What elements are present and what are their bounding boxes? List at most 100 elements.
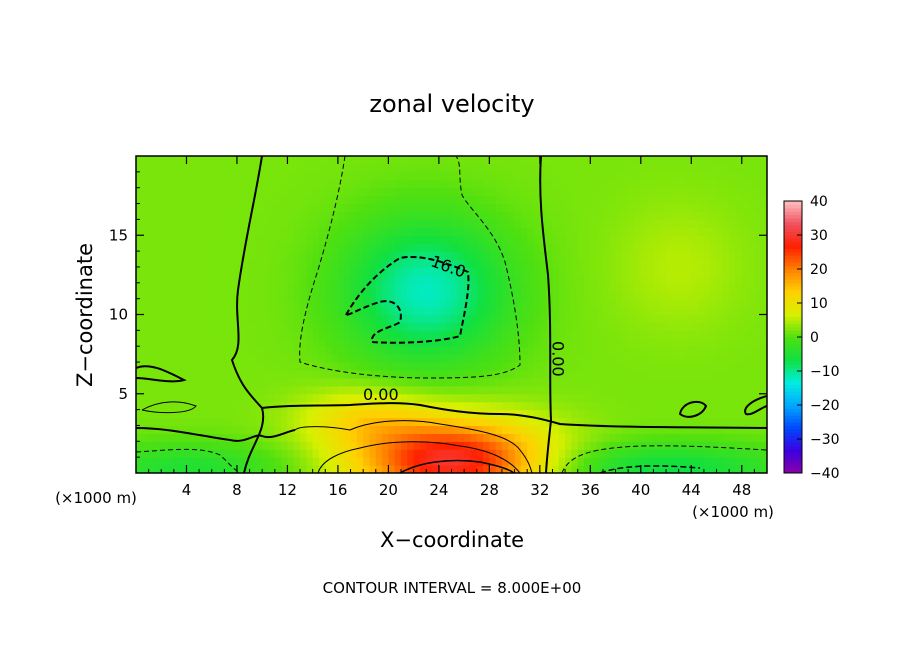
heatmap-cell: [741, 290, 749, 300]
heatmap-cell: [438, 195, 446, 205]
heatmap-cell: [356, 457, 364, 466]
heatmap-cell: [495, 163, 503, 173]
heatmap-cell: [218, 441, 225, 450]
heatmap-cell: [325, 409, 333, 419]
heatmap-cell: [337, 457, 345, 466]
heatmap-cell: [640, 219, 648, 228]
heatmap-cell: [262, 385, 270, 395]
heatmap-cell: [236, 290, 244, 300]
heatmap-cell: [508, 377, 516, 387]
heatmap-cell: [495, 425, 503, 434]
heatmap-cell: [596, 441, 604, 450]
heatmap-cell: [602, 203, 610, 213]
heatmap-cell: [546, 195, 554, 205]
heatmap-cell: [287, 417, 295, 427]
heatmap-cell: [192, 425, 200, 434]
heatmap-cell: [565, 457, 572, 466]
heatmap-cell: [590, 457, 598, 466]
heatmap-cell: [520, 369, 528, 379]
heatmap-cell: [274, 298, 282, 308]
heatmap-cell: [760, 251, 767, 260]
heatmap-cell: [401, 179, 408, 189]
heatmap-cell: [501, 235, 509, 244]
heatmap-cell: [539, 393, 547, 403]
heatmap-cell: [167, 306, 175, 316]
heatmap-cell: [382, 433, 389, 442]
heatmap-cell: [167, 290, 175, 300]
heatmap-cell: [464, 369, 472, 379]
heatmap-cell: [495, 393, 503, 403]
heatmap-cell: [628, 362, 636, 371]
heatmap-cell: [394, 330, 402, 339]
heatmap-cell: [464, 219, 472, 228]
heatmap-cell: [262, 156, 270, 165]
heatmap-cell: [584, 282, 591, 292]
heatmap-cell: [710, 187, 718, 197]
heatmap-cell: [142, 235, 150, 244]
heatmap-cell: [136, 195, 143, 205]
heatmap-cell: [363, 425, 371, 434]
heatmap-cell: [287, 338, 295, 347]
heatmap-cell: [533, 171, 541, 181]
heatmap-cell: [293, 219, 301, 228]
heatmap-cell: [419, 409, 427, 419]
y-tick-label: 15: [109, 226, 128, 244]
colorbar-segment: [784, 411, 802, 416]
heatmap-cell: [192, 314, 200, 324]
heatmap-cell: [161, 298, 169, 308]
heatmap-cell: [388, 322, 396, 331]
heatmap-cell: [293, 417, 301, 427]
heatmap-cell: [186, 441, 194, 450]
heatmap-cell: [192, 369, 200, 379]
heatmap-cell: [609, 156, 617, 165]
heatmap-cell: [287, 163, 295, 173]
heatmap-cell: [192, 266, 200, 276]
heatmap-cell: [281, 203, 289, 213]
heatmap-cell: [211, 441, 219, 450]
heatmap-cell: [476, 227, 484, 236]
heatmap-cell: [388, 243, 396, 252]
heatmap-cell: [413, 425, 421, 434]
heatmap-cell: [470, 203, 478, 213]
heatmap-cell: [464, 314, 472, 324]
heatmap-cell: [426, 282, 434, 292]
heatmap-cell: [710, 385, 718, 395]
heatmap-cell: [438, 401, 446, 411]
heatmap-cell: [401, 156, 408, 165]
heatmap-cell: [596, 187, 604, 197]
heatmap-cell: [300, 290, 307, 300]
heatmap-cell: [647, 393, 655, 403]
heatmap-cell: [697, 179, 705, 189]
heatmap-cell: [628, 156, 636, 165]
heatmap-cell: [268, 156, 276, 165]
heatmap-cell: [180, 163, 188, 173]
heatmap-cell: [659, 187, 667, 197]
heatmap-cell: [331, 298, 339, 308]
heatmap-cell: [653, 274, 661, 284]
heatmap-cell: [615, 282, 623, 292]
heatmap-cell: [741, 179, 749, 189]
heatmap-cell: [186, 290, 194, 300]
heatmap-cell: [533, 369, 541, 379]
heatmap-cell: [262, 369, 270, 379]
heatmap-cell: [621, 449, 629, 458]
heatmap-cell: [293, 354, 301, 363]
heatmap-cell: [697, 243, 705, 252]
heatmap-cell: [154, 338, 162, 347]
heatmap-cell: [659, 393, 667, 403]
heatmap-cell: [382, 251, 389, 260]
heatmap-cell: [590, 251, 598, 260]
heatmap-cell: [312, 203, 320, 213]
heatmap-cell: [218, 211, 225, 220]
heatmap-cell: [369, 298, 377, 308]
heatmap-cell: [539, 259, 547, 268]
heatmap-cell: [318, 227, 326, 236]
heatmap-cell: [722, 377, 730, 387]
heatmap-cell: [419, 385, 427, 395]
heatmap-cell: [255, 235, 263, 244]
heatmap-cell: [722, 211, 730, 220]
heatmap-cell: [350, 195, 358, 205]
heatmap-cell: [552, 227, 560, 236]
heatmap-cell: [647, 259, 655, 268]
heatmap-cell: [173, 385, 181, 395]
